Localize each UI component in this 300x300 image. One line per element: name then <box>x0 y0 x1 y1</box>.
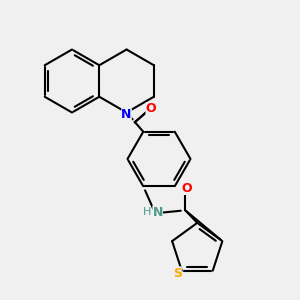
Text: O: O <box>146 102 156 116</box>
Text: S: S <box>173 266 182 280</box>
Text: N: N <box>122 108 132 122</box>
Text: N: N <box>152 206 163 219</box>
Text: O: O <box>182 182 192 195</box>
Text: H: H <box>143 207 151 217</box>
